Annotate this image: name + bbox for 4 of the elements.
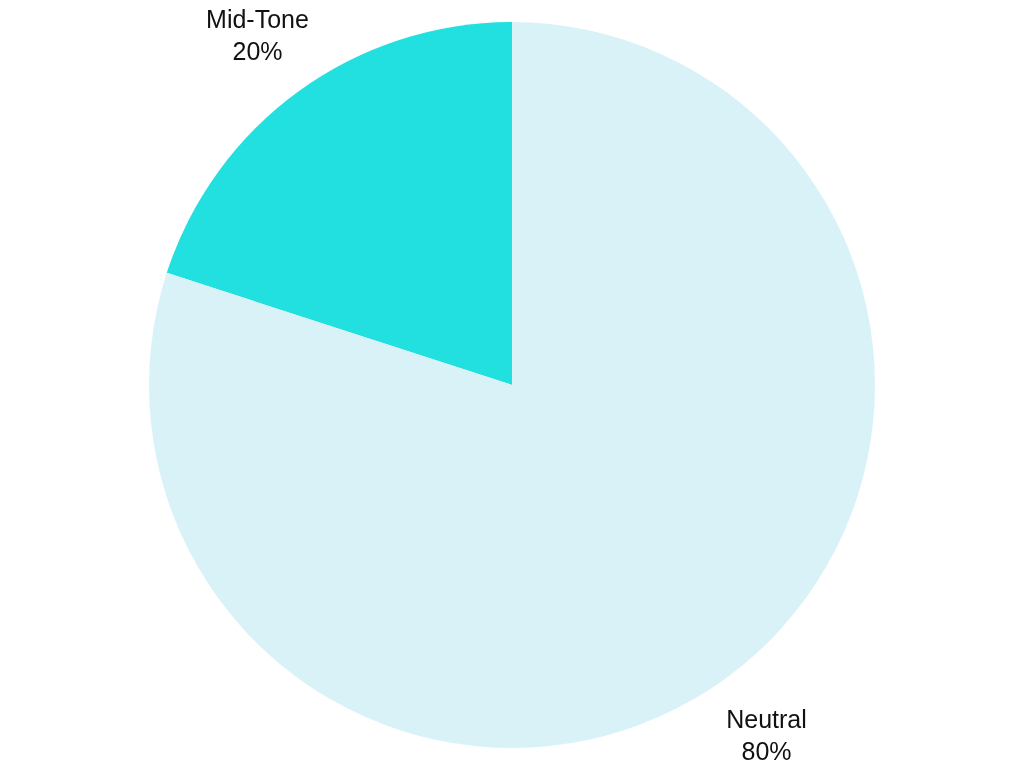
slice-label: Mid-Tone xyxy=(206,4,309,33)
data-label: 20% xyxy=(232,36,283,65)
slice-label: Neutral xyxy=(726,705,807,734)
data-label: 80% xyxy=(741,737,792,766)
